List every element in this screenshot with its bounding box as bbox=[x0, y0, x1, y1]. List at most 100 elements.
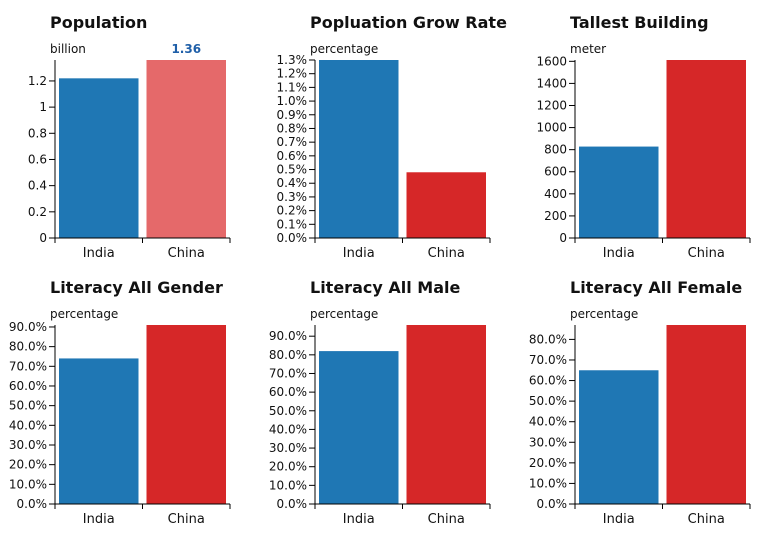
y-tick-label: 0.3% bbox=[277, 190, 308, 204]
x-tick-label: India bbox=[603, 246, 635, 261]
y-tick-label: 400 bbox=[544, 187, 567, 201]
y-tick-label: 1 bbox=[39, 100, 47, 114]
y-tick-label: 10.0% bbox=[529, 476, 567, 490]
chart-unit-label: billion bbox=[50, 42, 86, 56]
y-tick-label: 1.1% bbox=[277, 80, 308, 94]
y-tick-label: 1.2% bbox=[277, 67, 308, 81]
y-tick-label: 1200 bbox=[536, 98, 567, 112]
bar-china[interactable] bbox=[406, 172, 487, 238]
y-tick-label: 1.3% bbox=[277, 53, 308, 67]
chart-panel-4: Literacy All Gender percentage India China 0… bbox=[9, 278, 231, 527]
y-tick-label: 0.7% bbox=[277, 135, 308, 149]
y-tick-label: 1.0% bbox=[277, 94, 308, 108]
y-tick-label: 70.0% bbox=[269, 366, 307, 380]
y-tick-label: 90.0% bbox=[269, 329, 307, 343]
chart-title: Literacy All Male bbox=[310, 278, 460, 297]
y-tick-label: 40.0% bbox=[9, 418, 47, 432]
y-tick-label: 0.2% bbox=[277, 204, 308, 218]
chart-unit-label: percentage bbox=[310, 42, 378, 56]
y-tick-label: 0.4 bbox=[28, 179, 47, 193]
chart-panel-6: Literacy All Female percentage India China 0… bbox=[529, 278, 751, 527]
y-tick-label: 600 bbox=[544, 165, 567, 179]
y-tick-label: 30.0% bbox=[529, 435, 567, 449]
chart-title: Tallest Building bbox=[570, 13, 709, 32]
bar-china[interactable] bbox=[406, 325, 487, 504]
y-tick-label: 40.0% bbox=[269, 422, 307, 436]
y-tick-label: 0.0% bbox=[277, 231, 308, 245]
y-tick-label: 80.0% bbox=[529, 332, 567, 346]
y-tick-label: 0.0% bbox=[17, 497, 48, 511]
y-tick-label: 0.6% bbox=[277, 149, 308, 163]
y-tick-label: 20.0% bbox=[269, 460, 307, 474]
chart-unit-label: percentage bbox=[310, 307, 378, 321]
y-tick-label: 60.0% bbox=[269, 385, 307, 399]
y-tick-label: 80.0% bbox=[269, 348, 307, 362]
y-tick-label: 0 bbox=[559, 231, 567, 245]
bar-china[interactable] bbox=[666, 325, 747, 504]
y-tick-label: 50.0% bbox=[9, 399, 47, 413]
y-tick-label: 80.0% bbox=[9, 340, 47, 354]
y-tick-label: 1400 bbox=[536, 76, 567, 90]
bar-india[interactable] bbox=[579, 146, 659, 238]
y-tick-label: 30.0% bbox=[9, 438, 47, 452]
bar-china[interactable] bbox=[666, 60, 747, 238]
bar-value-label: 1.36 bbox=[171, 42, 201, 56]
y-tick-label: 0.4% bbox=[277, 176, 308, 190]
x-tick-label: China bbox=[168, 512, 205, 527]
y-tick-label: 20.0% bbox=[529, 456, 567, 470]
y-tick-label: 40.0% bbox=[529, 415, 567, 429]
bar-china[interactable] bbox=[146, 325, 227, 504]
y-tick-label: 1.2 bbox=[28, 74, 47, 88]
y-tick-label: 50.0% bbox=[269, 404, 307, 418]
x-tick-label: India bbox=[343, 246, 375, 261]
x-tick-label: China bbox=[168, 246, 205, 261]
y-tick-label: 0.0% bbox=[277, 497, 308, 511]
bar-india[interactable] bbox=[59, 358, 139, 504]
y-tick-label: 10.0% bbox=[9, 477, 47, 491]
y-tick-label: 0.1% bbox=[277, 217, 308, 231]
y-tick-label: 0.8% bbox=[277, 121, 308, 135]
x-tick-label: India bbox=[343, 512, 375, 527]
x-tick-label: India bbox=[603, 512, 635, 527]
y-tick-label: 70.0% bbox=[529, 353, 567, 367]
y-tick-label: 70.0% bbox=[9, 359, 47, 373]
bar-india[interactable] bbox=[319, 60, 399, 238]
y-tick-label: 0 bbox=[39, 231, 47, 245]
y-tick-label: 1000 bbox=[536, 121, 567, 135]
y-tick-label: 10.0% bbox=[269, 478, 307, 492]
chart-title: Popluation Grow Rate bbox=[310, 13, 507, 32]
x-tick-label: China bbox=[688, 512, 725, 527]
y-tick-label: 1600 bbox=[536, 54, 567, 68]
y-tick-label: 0.8 bbox=[28, 126, 47, 140]
bar-india[interactable] bbox=[319, 351, 399, 504]
y-tick-label: 50.0% bbox=[529, 394, 567, 408]
chart-panel-1: Population billion India China 1.36 0 0.2 0.4 0.… bbox=[28, 13, 231, 261]
bar-india[interactable] bbox=[579, 370, 659, 504]
y-tick-label: 20.0% bbox=[9, 458, 47, 472]
chart-panel-5: Literacy All Male percentage India China 0.0… bbox=[269, 278, 491, 527]
y-tick-label: 30.0% bbox=[269, 441, 307, 455]
x-tick-label: India bbox=[83, 246, 115, 261]
x-tick-label: China bbox=[688, 246, 725, 261]
y-tick-label: 800 bbox=[544, 143, 567, 157]
x-tick-label: India bbox=[83, 512, 115, 527]
y-tick-label: 0.5% bbox=[277, 163, 308, 177]
y-tick-label: 60.0% bbox=[529, 374, 567, 388]
chart-unit-label: meter bbox=[570, 42, 606, 56]
x-tick-label: China bbox=[428, 512, 465, 527]
chart-title: Literacy All Female bbox=[570, 278, 742, 297]
chart-title: Population bbox=[50, 13, 147, 32]
chart-title: Literacy All Gender bbox=[50, 278, 223, 297]
y-tick-label: 60.0% bbox=[9, 379, 47, 393]
y-tick-label: 0.2 bbox=[28, 205, 47, 219]
chart-panel-2: Popluation Grow Rate percentage India China… bbox=[277, 13, 508, 261]
y-tick-label: 90.0% bbox=[9, 320, 47, 334]
chart-unit-label: percentage bbox=[50, 307, 118, 321]
bar-india[interactable] bbox=[59, 78, 139, 238]
chart-panel-3: Tallest Building meter India China 0 200 400 60… bbox=[536, 13, 751, 261]
y-tick-label: 0.0% bbox=[537, 497, 568, 511]
bar-china[interactable] bbox=[146, 60, 227, 238]
chart-unit-label: percentage bbox=[570, 307, 638, 321]
y-tick-label: 0.9% bbox=[277, 108, 308, 122]
